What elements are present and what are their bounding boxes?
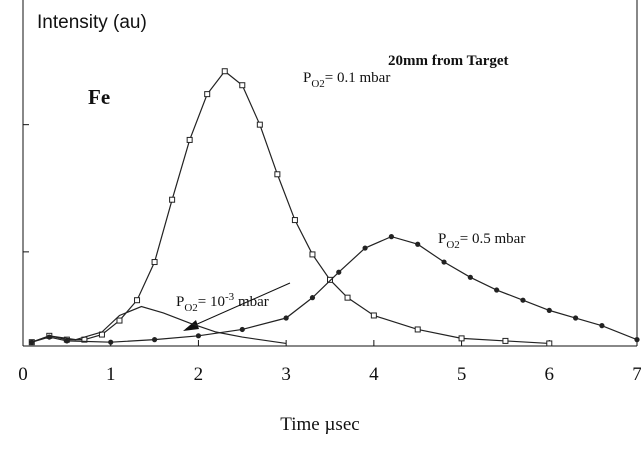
marker <box>116 317 123 324</box>
x-tick-label: 4 <box>369 364 379 385</box>
x-tick-label: 3 <box>281 364 291 385</box>
marker <box>309 295 316 301</box>
marker <box>344 294 351 301</box>
x-tick-label: 7 <box>632 364 641 385</box>
marker <box>599 323 605 329</box>
marker <box>274 171 281 178</box>
marker <box>108 339 114 345</box>
subtitle: 20mm from Target <box>388 53 509 69</box>
marker <box>546 307 552 313</box>
marker <box>441 259 447 265</box>
marker <box>414 326 421 333</box>
marker <box>458 335 465 342</box>
marker <box>195 333 202 339</box>
label-base: P <box>303 70 311 86</box>
x-tick-label: 5 <box>457 364 467 385</box>
marker <box>467 274 473 280</box>
x-tick-label: 2 <box>194 364 204 385</box>
marker <box>151 337 158 343</box>
marker <box>309 251 316 258</box>
x-tick-label: 1 <box>106 364 116 385</box>
marker <box>169 196 176 203</box>
marker <box>362 245 368 251</box>
arrow-line <box>185 282 291 330</box>
label-tail: mbar <box>234 294 269 310</box>
marker <box>283 315 289 321</box>
marker <box>546 340 553 347</box>
marker <box>388 234 394 240</box>
marker <box>239 82 246 89</box>
series-label: PO2= 10-3 mbar <box>176 291 269 314</box>
marker <box>256 121 263 128</box>
x-axis-label: Time µsec <box>280 414 359 435</box>
series-label: PO2= 0.1 mbar <box>303 70 390 90</box>
y-axis-label: Intensity (au) <box>37 12 147 33</box>
marker <box>502 337 509 344</box>
marker <box>327 276 333 283</box>
marker <box>204 91 211 98</box>
label-text: = 0.5 mbar <box>460 231 526 247</box>
marker <box>291 217 298 224</box>
label-sub: O2 <box>446 239 459 251</box>
marker <box>634 337 640 343</box>
marker <box>573 315 579 321</box>
series-label: PO2= 0.5 mbar <box>438 231 525 251</box>
arrow-head <box>183 320 199 331</box>
marker <box>134 297 141 304</box>
label-base: P <box>438 231 446 247</box>
series-line <box>31 305 287 345</box>
marker <box>370 312 377 319</box>
element-label: Fe <box>88 85 110 109</box>
label-sub: O2 <box>311 78 324 90</box>
marker <box>415 241 421 247</box>
label-text: = 0.1 mbar <box>325 70 391 86</box>
marker <box>151 259 158 266</box>
marker <box>494 287 500 293</box>
series-line <box>31 235 638 343</box>
x-tick-label: 6 <box>545 364 555 385</box>
marker <box>336 269 342 275</box>
label-sub: O2 <box>184 302 197 314</box>
label-sup: -3 <box>225 291 235 303</box>
x-tick-label: 0 <box>18 364 28 385</box>
marker <box>186 136 193 143</box>
marker <box>221 68 228 75</box>
series-line <box>31 70 550 345</box>
label-text: = 10 <box>198 294 225 310</box>
label-base: P <box>176 294 184 310</box>
marker <box>239 326 245 333</box>
marker <box>520 297 526 303</box>
marker <box>64 338 70 344</box>
